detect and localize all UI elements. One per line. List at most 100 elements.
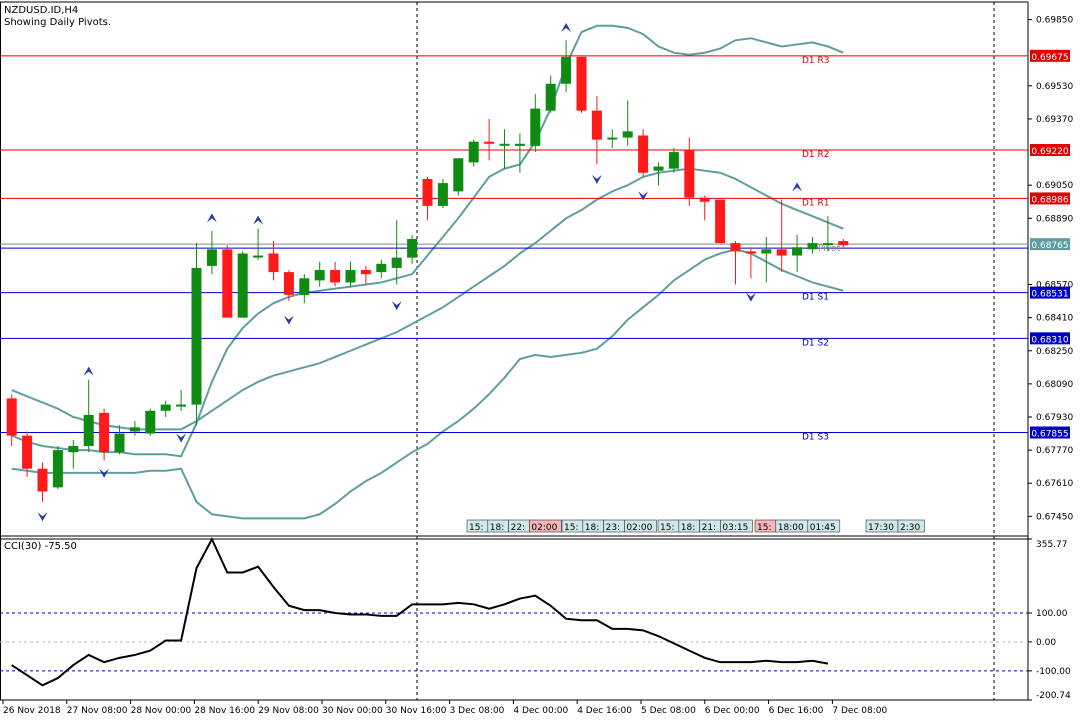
time-axis: 26 Nov 2018 27 Nov 08:00 28 Nov 00:00 28 No… [2,700,887,716]
pivot-price-tag-d1-s2 [1030,332,1070,345]
fractal-up-arrow [83,366,94,376]
time-tick-label: 6 Dec 00:00 [705,706,760,716]
time-tick-label: 3 Dec 08:00 [450,706,505,716]
candle-body [68,445,79,453]
session-tag-text: 21: [702,523,716,533]
pivot-price-tag-d1-s3 [1030,426,1070,439]
pivot-label-d1-r1: D1 R1 [802,198,830,208]
candle-body [407,238,418,258]
fractal-up-arrow [206,213,217,223]
candle-body [422,178,433,206]
candle-body [345,270,356,283]
candle-body [52,450,63,488]
candle-body [360,270,371,275]
price-tick-label: 0.68890 [1036,214,1073,224]
pivot-price-text-d1-r1: 0.68986 [1031,195,1068,205]
candle-body [653,166,664,171]
bollinger-upper-line [11,24,844,458]
candle-body [22,435,33,469]
price-tick-label: 0.67770 [1036,446,1073,456]
session-tag-text: 01:45 [810,523,836,533]
session-tag-text: 15: [469,523,483,533]
pivot-price-text-d1-r3: 0.69675 [1031,53,1068,63]
fractal-up-arrow [561,23,572,33]
session-tag [807,519,841,533]
fractal-down-arrow [176,433,187,443]
price-axis: 0.69850 0.69530 0.69370 0.69050 0.68890 0.685… [1028,16,1073,522]
price-tick-label: 0.67450 [1036,512,1073,522]
cci-tick-label: 100.00 [1036,609,1068,619]
pivot-price-tag-d1-r1 [1030,192,1070,205]
session-tag-text: 2:30 [900,523,920,533]
pivot-label-d1-s3: D1 S3 [802,433,829,443]
pivot-price-tag-d1-r2 [1030,143,1070,156]
candle-body [222,249,233,318]
fractal-markers [37,23,803,522]
candle-body [299,278,310,295]
candle-body [591,110,602,140]
pivot-price-tag-d1-s1 [1030,286,1070,299]
candle-body [114,433,125,453]
candle-body [129,427,140,432]
cci-line [11,536,829,687]
price-tick-label: 0.69370 [1036,115,1073,125]
candle-body [761,249,772,254]
session-tag [529,519,562,533]
candle-body [176,404,187,407]
session-tag [624,519,657,533]
candle-body [499,143,510,146]
candle-body [283,272,294,295]
session-tag-text: 15: [660,523,674,533]
candlestick-series [6,40,849,502]
price-tick-label: 0.69850 [1036,16,1073,26]
pivot-lines: D1 R3 0.69675 D1 R2 0.69220 D1 R1 0.68986 D1 S… [0,49,1070,443]
candle-body [484,141,495,144]
candle-body [745,251,756,254]
cci-title: CCI(30) -75.50 [4,541,77,552]
time-tick-label: 7 Dec 08:00 [832,706,887,716]
price-tick-label: 0.67610 [1036,479,1073,489]
pivot-subtitle: Showing Daily Pivots. [4,17,111,28]
candle-body [314,270,325,281]
price-tick-label: 0.69050 [1036,181,1073,191]
fractal-down-arrow [745,292,756,302]
candle-body [6,398,17,436]
candle-body [807,243,818,250]
candle-body [715,199,726,244]
session-tag-text: 02:00 [626,523,652,533]
candle-body [268,253,279,273]
session-tag-text: 17:30 [868,523,894,533]
session-tag [897,519,925,533]
cci-tick-label: 0.00 [1036,638,1056,648]
candle-body [561,56,572,84]
candle-body [622,131,633,138]
time-tick-label: 26 Nov 2018 [3,706,61,716]
pivot-price-tag-d1-r3 [1030,49,1070,62]
time-tick-label: 30 Nov 00:00 [322,706,383,716]
candle-body [330,270,341,283]
time-tick-label: 4 Dec 16:00 [577,706,632,716]
time-tick-label: 27 Nov 08:00 [67,706,128,716]
price-tick-label: 0.67930 [1036,413,1073,423]
fractal-up-arrow [792,182,803,192]
candle-body [514,143,525,146]
current-price-text: 0.68765 [1031,241,1068,251]
time-tick-label: 4 Dec 00:00 [513,706,568,716]
candle-body [776,249,787,256]
price-tick-label: 0.68090 [1036,380,1073,390]
session-tag-text: 18: [490,523,504,533]
session-tag-text: 02:00 [531,523,557,533]
pivot-label-d1-s1: D1 S1 [802,293,829,303]
candle-body [607,137,618,140]
candle-body [638,135,649,173]
session-tag-text: 15: [757,523,771,533]
candle-body [668,152,679,169]
candle-body [391,257,402,268]
candle-body [453,158,464,192]
candle-body [822,243,833,246]
candle-body [206,249,217,266]
session-tag-text: 18: [585,523,599,533]
